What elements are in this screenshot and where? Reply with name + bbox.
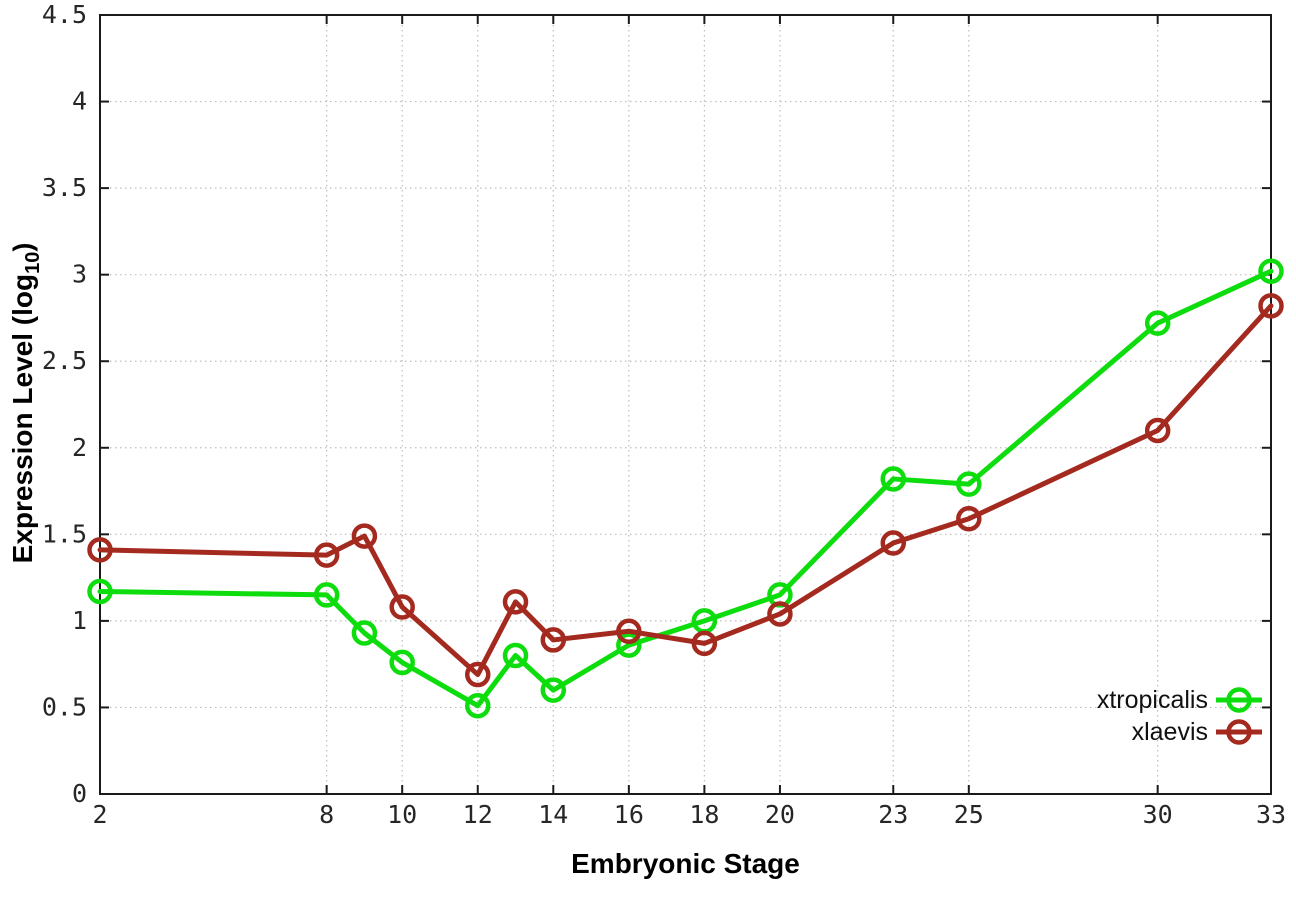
data-point-marker [616,618,642,645]
x-tick-label: 23 [878,800,908,829]
x-tick-label: 25 [954,800,984,829]
y-tick-label: 3.5 [42,173,87,202]
x-tick-label: 16 [614,800,644,829]
y-tick-label: 2 [72,433,87,462]
data-point-marker [956,471,982,497]
data-point-marker [540,677,567,703]
x-tick-label: 30 [1143,800,1173,829]
data-point-marker [87,537,113,563]
legend-entry-xlaevis: xlaevis [1132,718,1262,746]
data-point-marker [464,661,491,688]
data-point-marker [880,466,907,492]
tick-marks [99,14,1272,795]
data-point-marker [880,530,907,556]
legend-marker-icon [1226,687,1252,713]
y-tick-label: 1.5 [42,519,87,548]
data-point-marker [1258,258,1284,284]
y-tick-label: 2.5 [42,346,87,375]
x-tick-label: 33 [1256,800,1286,829]
y-tick-label: 0 [72,779,87,808]
data-point-marker [502,589,529,615]
y-tick-label: 4.5 [42,0,87,29]
data-point-marker [502,642,529,669]
legend-entry-xtropicalis: xtropicalis [1097,686,1262,714]
y-axis-title: Expression Level (log10) [7,243,44,564]
legend: xtropicalis xlaevis [1097,686,1262,746]
data-point-marker [956,506,982,532]
series-line-xlaevis [97,303,1274,678]
data-point-marker [313,542,340,568]
data-point-marker [389,594,415,620]
plot-border [99,14,1272,795]
x-tick-label: 10 [387,800,417,829]
tick-labels: 2 8 10 12 14 16 18 20 23 25 30 33 0 0.5 1 1.5 2 2.5 3 3.5 4 4… [42,0,1286,829]
data-point-marker [616,632,642,658]
x-tick-label: 20 [765,800,795,829]
x-tick-label: 14 [538,800,568,829]
y-tick-label: 3 [72,260,87,289]
legend-label: xlaevis [1132,718,1208,746]
data-point-marker [1144,417,1171,444]
x-axis-title: Embryonic Stage [571,848,800,879]
data-point-marker [691,630,718,657]
x-tick-label: 18 [689,800,719,829]
data-point-marker [540,627,567,653]
y-tick-label: 0.5 [42,692,87,721]
data-point-marker [464,692,491,719]
series-xtropicalis [87,258,1284,719]
data-point-marker [767,601,793,627]
grid [100,15,1271,794]
legend-label: xtropicalis [1097,686,1208,714]
x-tick-label: 2 [92,800,107,829]
y-tick-label: 1 [72,606,87,635]
legend-marker-icon [1226,719,1252,745]
data-point-marker [351,620,378,646]
series-xlaevis [87,293,1284,688]
data-point-marker [87,578,113,605]
data-point-marker [389,649,415,676]
data-point-marker [1258,293,1284,319]
x-tick-label: 12 [463,800,493,829]
x-tick-label: 8 [319,800,334,829]
y-tick-label: 4 [72,87,87,116]
data-point-marker [1144,310,1171,336]
data-point-marker [351,523,378,549]
data-point-marker [313,582,340,608]
